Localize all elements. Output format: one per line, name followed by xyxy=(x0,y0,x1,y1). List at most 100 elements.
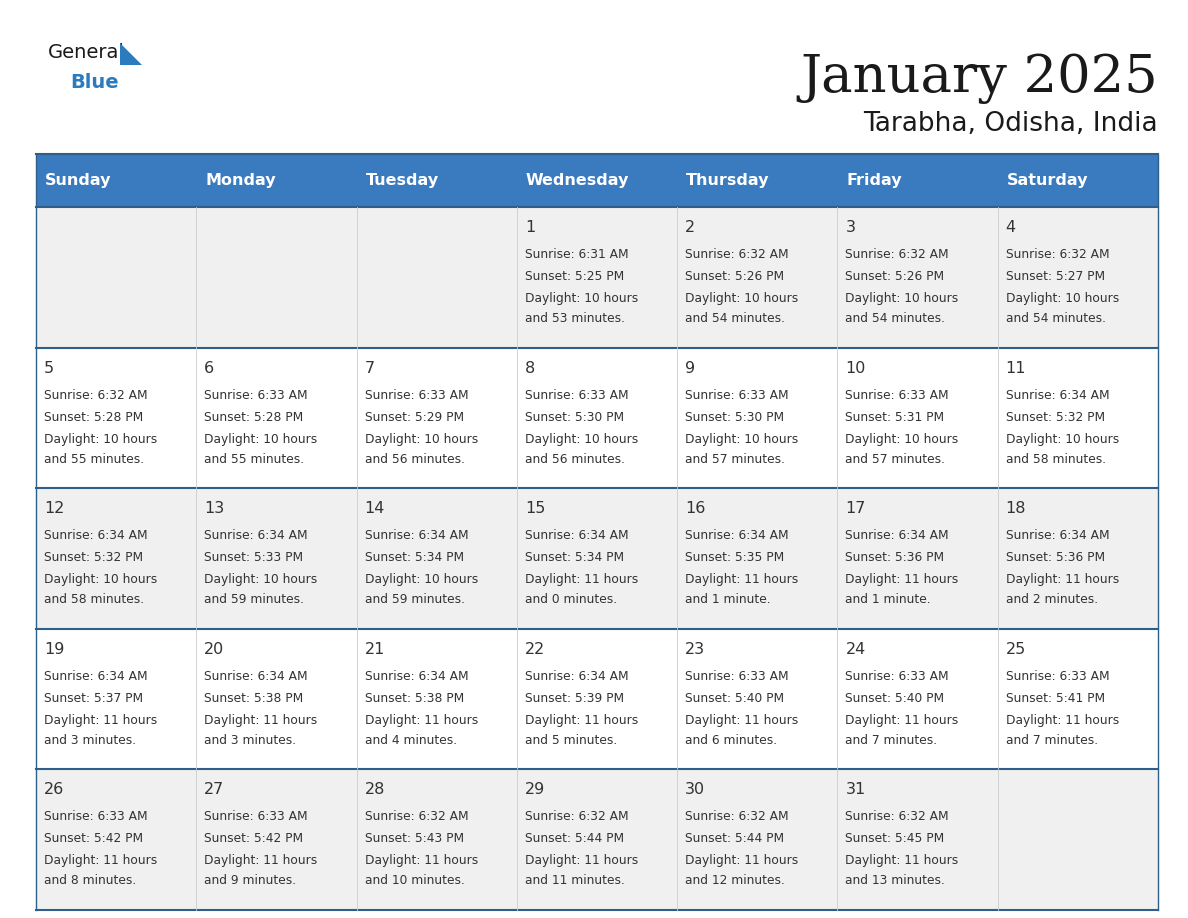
Text: and 1 minute.: and 1 minute. xyxy=(846,593,931,606)
Text: and 4 minutes.: and 4 minutes. xyxy=(365,733,456,747)
Text: and 56 minutes.: and 56 minutes. xyxy=(525,453,625,465)
Text: Sunset: 5:35 PM: Sunset: 5:35 PM xyxy=(685,551,784,565)
Bar xyxy=(196,155,356,207)
Text: Sunset: 5:43 PM: Sunset: 5:43 PM xyxy=(365,833,463,845)
Text: Sunrise: 6:33 AM: Sunrise: 6:33 AM xyxy=(365,388,468,401)
Text: Daylight: 10 hours: Daylight: 10 hours xyxy=(846,292,959,305)
Text: and 9 minutes.: and 9 minutes. xyxy=(204,875,297,888)
Text: Daylight: 10 hours: Daylight: 10 hours xyxy=(685,292,798,305)
Text: Daylight: 10 hours: Daylight: 10 hours xyxy=(365,432,478,445)
Text: 30: 30 xyxy=(685,782,706,798)
Text: Sunset: 5:33 PM: Sunset: 5:33 PM xyxy=(204,551,303,565)
Text: 11: 11 xyxy=(1006,361,1026,375)
Text: Sunset: 5:44 PM: Sunset: 5:44 PM xyxy=(685,833,784,845)
Bar xyxy=(998,155,1158,207)
Text: and 7 minutes.: and 7 minutes. xyxy=(1006,733,1098,747)
Text: January 2025: January 2025 xyxy=(801,52,1158,104)
Text: Sunrise: 6:33 AM: Sunrise: 6:33 AM xyxy=(685,670,789,683)
Text: Sunrise: 6:33 AM: Sunrise: 6:33 AM xyxy=(525,388,628,401)
Text: Friday: Friday xyxy=(846,174,902,188)
Text: Sunrise: 6:32 AM: Sunrise: 6:32 AM xyxy=(846,248,949,261)
Text: Sunset: 5:38 PM: Sunset: 5:38 PM xyxy=(365,692,463,705)
Text: and 11 minutes.: and 11 minutes. xyxy=(525,875,625,888)
Bar xyxy=(677,155,838,207)
Text: Daylight: 11 hours: Daylight: 11 hours xyxy=(365,855,478,868)
Text: Daylight: 11 hours: Daylight: 11 hours xyxy=(846,714,959,727)
Text: 3: 3 xyxy=(846,220,855,235)
Text: Sunset: 5:42 PM: Sunset: 5:42 PM xyxy=(44,833,143,845)
Text: Sunset: 5:30 PM: Sunset: 5:30 PM xyxy=(525,410,624,423)
Bar xyxy=(36,207,1158,348)
Text: 17: 17 xyxy=(846,501,866,516)
Text: Daylight: 11 hours: Daylight: 11 hours xyxy=(44,714,157,727)
Text: 8: 8 xyxy=(525,361,535,375)
Text: Wednesday: Wednesday xyxy=(526,174,630,188)
Text: 19: 19 xyxy=(44,642,64,656)
Text: Sunrise: 6:32 AM: Sunrise: 6:32 AM xyxy=(846,811,949,823)
Text: 14: 14 xyxy=(365,501,385,516)
Text: Daylight: 11 hours: Daylight: 11 hours xyxy=(685,573,798,587)
Text: Sunset: 5:38 PM: Sunset: 5:38 PM xyxy=(204,692,304,705)
Text: Daylight: 10 hours: Daylight: 10 hours xyxy=(365,573,478,587)
Text: Sunrise: 6:33 AM: Sunrise: 6:33 AM xyxy=(204,811,308,823)
Text: Sunset: 5:42 PM: Sunset: 5:42 PM xyxy=(204,833,303,845)
Bar xyxy=(838,155,998,207)
Text: Sunrise: 6:32 AM: Sunrise: 6:32 AM xyxy=(365,811,468,823)
Text: 23: 23 xyxy=(685,642,706,656)
Text: 6: 6 xyxy=(204,361,214,375)
Text: Sunrise: 6:34 AM: Sunrise: 6:34 AM xyxy=(44,670,147,683)
Text: 28: 28 xyxy=(365,782,385,798)
Text: Saturday: Saturday xyxy=(1006,174,1088,188)
Text: Sunrise: 6:34 AM: Sunrise: 6:34 AM xyxy=(525,670,628,683)
Text: Daylight: 11 hours: Daylight: 11 hours xyxy=(525,714,638,727)
Text: and 55 minutes.: and 55 minutes. xyxy=(204,453,304,465)
Text: Tuesday: Tuesday xyxy=(366,174,438,188)
Text: Daylight: 11 hours: Daylight: 11 hours xyxy=(846,855,959,868)
Bar xyxy=(356,155,517,207)
Text: Sunrise: 6:32 AM: Sunrise: 6:32 AM xyxy=(525,811,628,823)
Text: 26: 26 xyxy=(44,782,64,798)
Text: Daylight: 11 hours: Daylight: 11 hours xyxy=(365,714,478,727)
Text: Sunset: 5:39 PM: Sunset: 5:39 PM xyxy=(525,692,624,705)
Text: Sunset: 5:36 PM: Sunset: 5:36 PM xyxy=(1006,551,1105,565)
Text: Daylight: 10 hours: Daylight: 10 hours xyxy=(204,573,317,587)
Text: 2: 2 xyxy=(685,220,695,235)
Text: Daylight: 10 hours: Daylight: 10 hours xyxy=(204,432,317,445)
Text: 4: 4 xyxy=(1006,220,1016,235)
Text: Daylight: 11 hours: Daylight: 11 hours xyxy=(1006,714,1119,727)
Text: Sunset: 5:45 PM: Sunset: 5:45 PM xyxy=(846,833,944,845)
Text: and 54 minutes.: and 54 minutes. xyxy=(685,312,785,325)
Text: Daylight: 10 hours: Daylight: 10 hours xyxy=(1006,292,1119,305)
Text: 13: 13 xyxy=(204,501,225,516)
Bar xyxy=(36,155,196,207)
Text: and 58 minutes.: and 58 minutes. xyxy=(44,593,144,606)
Text: and 54 minutes.: and 54 minutes. xyxy=(1006,312,1106,325)
Text: Sunrise: 6:33 AM: Sunrise: 6:33 AM xyxy=(846,670,949,683)
Text: 12: 12 xyxy=(44,501,64,516)
Text: Sunset: 5:25 PM: Sunset: 5:25 PM xyxy=(525,270,624,283)
Text: 27: 27 xyxy=(204,782,225,798)
Text: and 58 minutes.: and 58 minutes. xyxy=(1006,453,1106,465)
Text: Daylight: 10 hours: Daylight: 10 hours xyxy=(525,292,638,305)
Text: Daylight: 11 hours: Daylight: 11 hours xyxy=(525,573,638,587)
Polygon shape xyxy=(120,43,143,65)
Text: Sunset: 5:31 PM: Sunset: 5:31 PM xyxy=(846,410,944,423)
Text: Sunset: 5:41 PM: Sunset: 5:41 PM xyxy=(1006,692,1105,705)
Text: 31: 31 xyxy=(846,782,866,798)
Text: 25: 25 xyxy=(1006,642,1026,656)
Text: and 10 minutes.: and 10 minutes. xyxy=(365,875,465,888)
Text: Thursday: Thursday xyxy=(687,174,770,188)
Text: and 55 minutes.: and 55 minutes. xyxy=(44,453,144,465)
Text: Daylight: 11 hours: Daylight: 11 hours xyxy=(44,855,157,868)
Text: Daylight: 11 hours: Daylight: 11 hours xyxy=(685,714,798,727)
Text: Sunrise: 6:32 AM: Sunrise: 6:32 AM xyxy=(1006,248,1110,261)
Text: 21: 21 xyxy=(365,642,385,656)
Text: Sunrise: 6:32 AM: Sunrise: 6:32 AM xyxy=(685,248,789,261)
Text: Sunset: 5:44 PM: Sunset: 5:44 PM xyxy=(525,833,624,845)
Text: and 54 minutes.: and 54 minutes. xyxy=(846,312,946,325)
Text: and 2 minutes.: and 2 minutes. xyxy=(1006,593,1098,606)
Text: Sunrise: 6:34 AM: Sunrise: 6:34 AM xyxy=(365,529,468,543)
Text: Sunrise: 6:34 AM: Sunrise: 6:34 AM xyxy=(685,529,789,543)
Text: Sunset: 5:36 PM: Sunset: 5:36 PM xyxy=(846,551,944,565)
Text: 1: 1 xyxy=(525,220,535,235)
